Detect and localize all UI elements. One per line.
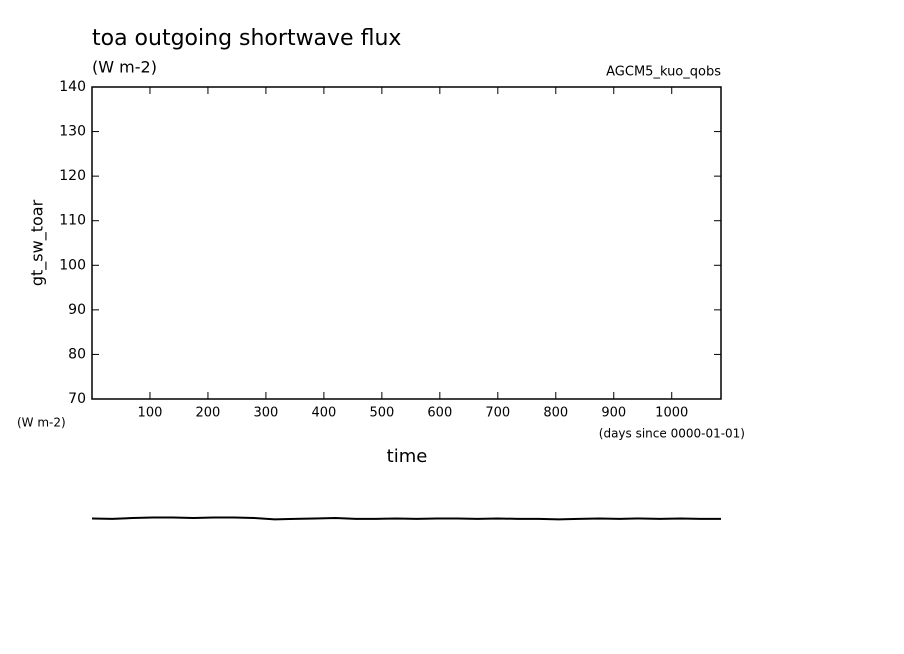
y-tick-label: 70 — [68, 391, 86, 407]
y-tick-label: 130 — [59, 124, 86, 140]
x-tick-label: 1000 — [655, 406, 688, 421]
x-tick-label: 200 — [196, 406, 221, 421]
y-tick-label: 110 — [59, 213, 86, 229]
data-line — [91, 516, 721, 521]
plot-frame — [91, 86, 722, 400]
x-tick-label: 600 — [427, 406, 452, 421]
x-tick-label: 100 — [138, 406, 163, 421]
y-tick-label: 90 — [68, 302, 86, 318]
x-tick-label: 900 — [601, 406, 626, 421]
y-units: (W m-2) — [17, 416, 66, 430]
y-tick-label: 120 — [59, 168, 86, 184]
x-tick-label: 700 — [485, 406, 510, 421]
y-axis-title: gt_sw_toar — [28, 199, 48, 286]
x-units: (days since 0000-01-01) — [599, 427, 745, 441]
y-tick-label: 100 — [59, 257, 86, 273]
experiment-label: AGCM5_kuo_qobs — [606, 65, 721, 80]
x-tick-label: 300 — [254, 406, 279, 421]
x-tick-label: 800 — [543, 406, 568, 421]
y-tick-label: 140 — [59, 79, 86, 95]
units: (W m-2) — [92, 58, 157, 77]
x-tick-label: 400 — [311, 406, 336, 421]
y-tick-label: 80 — [68, 346, 86, 362]
chart-title: toa outgoing shortwave flux — [92, 26, 401, 51]
x-axis-title: time — [387, 446, 428, 467]
x-tick-label: 500 — [369, 406, 394, 421]
